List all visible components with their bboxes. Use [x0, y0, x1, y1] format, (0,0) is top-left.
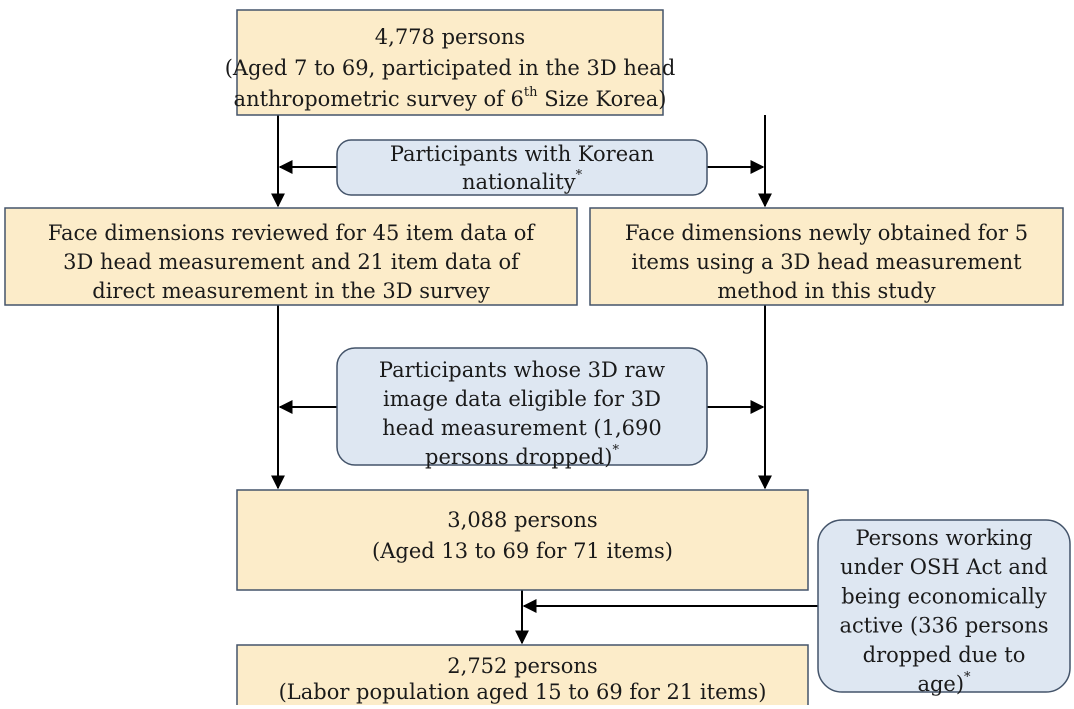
node-text: dropped due to	[863, 642, 1026, 666]
node-text: 3D head measurement and 21 item data of	[63, 250, 521, 274]
node-text: items using a 3D head measurement	[631, 250, 1022, 274]
process-box	[589, 207, 1064, 306]
node-text: (Labor population aged 15 to 69 for 21 i…	[279, 680, 767, 704]
node-text: direct measurement in the 3D survey	[92, 279, 490, 303]
text-part: Persons working	[855, 526, 1032, 550]
node-text: (Aged 13 to 69 for 71 items)	[372, 539, 673, 563]
text-part: dropped due to	[863, 642, 1026, 666]
process-box	[236, 9, 664, 116]
node-text: anthropometric survey of 6th Size Korea)	[234, 85, 667, 111]
text-part: Face dimensions newly obtained for 5	[625, 221, 1028, 245]
text-part: 3,088 persons	[447, 508, 597, 532]
text-part: age)	[917, 672, 964, 696]
node: 3,088 persons (Aged 13 to 69 for 71 items…	[236, 489, 809, 591]
text-part: 2,752 persons	[447, 654, 597, 678]
text-part: persons dropped)	[425, 445, 612, 469]
superscript: th	[524, 85, 538, 100]
node: 4,778 persons (Aged 7 to 69, participated…	[225, 9, 676, 116]
connectors	[271, 115, 818, 645]
node-text: image data eligible for 3D	[383, 387, 661, 411]
node-text: active (336 persons	[840, 613, 1049, 637]
text-part: (Aged 7 to 69, participated in the 3D he…	[225, 56, 676, 80]
note-box	[336, 347, 708, 466]
node-text: 4,778 persons	[375, 25, 525, 49]
node-text: Participants whose 3D raw	[379, 358, 665, 382]
node-text: Face dimensions reviewed for 45 item dat…	[48, 221, 537, 245]
node-text: being economically	[841, 584, 1047, 608]
node-text: under OSH Act and	[840, 555, 1048, 579]
node: 2,752 persons(Labor population aged 15 t…	[236, 644, 809, 709]
text-part: (Aged 13 to 69 for 71 items)	[372, 539, 673, 563]
text-part: items using a 3D head measurement	[631, 250, 1022, 274]
superscript: *	[612, 443, 619, 458]
superscript: *	[964, 670, 971, 685]
node-text: head measurement (1,690	[382, 416, 662, 440]
process-box	[4, 207, 578, 306]
text-part: 3D head measurement and 21 item data of	[63, 250, 521, 274]
text-part: Participants whose 3D raw	[379, 358, 665, 382]
node: Face dimensions newly obtained for 5 item…	[589, 207, 1064, 306]
text-part: anthropometric survey of 6	[234, 87, 524, 111]
node-text: persons dropped)*	[425, 443, 619, 469]
node-text: 2,752 persons	[447, 654, 597, 678]
node-text: nationality*	[462, 168, 583, 194]
superscript: *	[576, 168, 583, 183]
node-text: method in this study	[717, 279, 935, 303]
text-part: under OSH Act and	[840, 555, 1048, 579]
text-part: direct measurement in the 3D survey	[92, 279, 490, 303]
node-text: Face dimensions newly obtained for 5	[625, 221, 1028, 245]
text-part: head measurement (1,690	[382, 416, 662, 440]
node-text: 3,088 persons	[447, 508, 597, 532]
process-box	[236, 644, 809, 709]
note-box	[817, 519, 1071, 693]
text-part: 4,778 persons	[375, 25, 525, 49]
note-box	[336, 139, 708, 196]
text-part: Size Korea)	[538, 87, 667, 111]
node-text: age)*	[917, 670, 971, 696]
node-text: Persons working	[855, 526, 1032, 550]
text-part: being economically	[841, 584, 1047, 608]
node-text: Participants with Korean	[390, 142, 654, 166]
node: Face dimensions reviewed for 45 item dat…	[4, 207, 578, 306]
text-part: Face dimensions reviewed for 45 item dat…	[48, 221, 537, 245]
text-part: (Labor population aged 15 to 69 for 21 i…	[279, 680, 767, 704]
text-part: Participants with Korean	[390, 142, 654, 166]
node: Participants whose 3D raw image data elig…	[336, 347, 708, 469]
text-part: active (336 persons	[840, 613, 1049, 637]
node-text: (Aged 7 to 69, participated in the 3D he…	[225, 56, 676, 80]
text-part: method in this study	[717, 279, 935, 303]
node: Persons working under OSH Act and being ec…	[817, 519, 1071, 696]
process-box	[236, 489, 809, 591]
text-part: nationality	[462, 170, 576, 194]
text-part: image data eligible for 3D	[383, 387, 661, 411]
